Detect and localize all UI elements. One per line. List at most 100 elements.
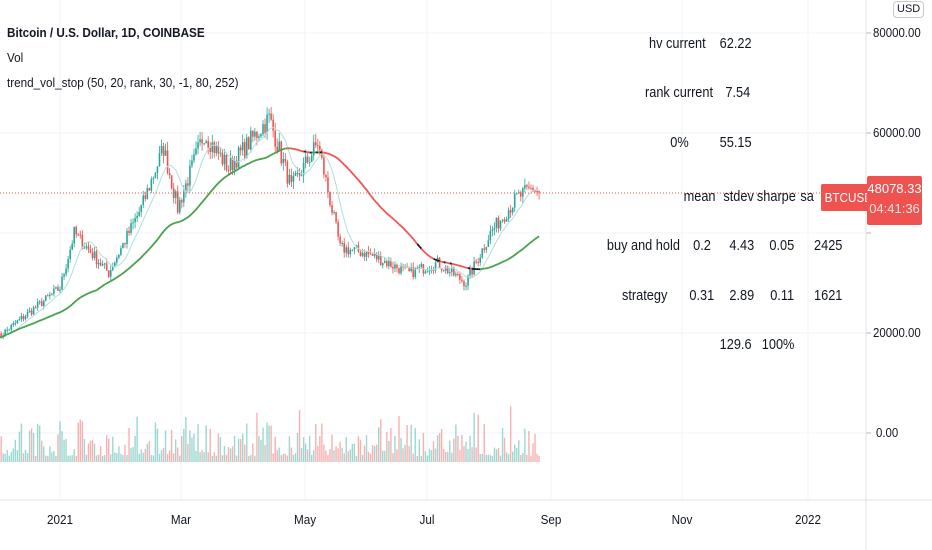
volume-bar [24, 449, 27, 462]
trend-stop-line-segment [437, 259, 440, 262]
trend-stop-line-segment [144, 250, 148, 254]
candle-body [247, 137, 250, 150]
volume-bar [242, 433, 244, 462]
volume-bar [477, 414, 479, 462]
trend-stop-line-segment [31, 322, 34, 325]
candle-body [284, 158, 287, 162]
currency-button[interactable]: USD [893, 1, 925, 18]
indicator-legend[interactable]: trend_vol_stop (50, 20, rank, 30, -1, 80… [7, 75, 239, 90]
candle-body [144, 195, 147, 199]
candle-body [209, 147, 212, 152]
volume-bar [258, 436, 260, 462]
candle-body [254, 131, 256, 137]
volume-bar [175, 439, 177, 462]
trend-stop-line-segment [12, 329, 16, 333]
trend-stop-line-segment [528, 241, 532, 245]
trend-stop-line-segment [199, 201, 203, 206]
volume-bar [349, 449, 351, 462]
trend-stop-line-segment [67, 305, 71, 309]
volume-bar [416, 455, 418, 462]
candle-body [296, 172, 299, 174]
trend-stop-line-segment [514, 252, 518, 256]
candle-body [241, 142, 244, 151]
candle-body [83, 247, 86, 249]
volume-bar [225, 454, 228, 462]
volume-bar [522, 453, 524, 462]
volume-bar [308, 435, 311, 462]
candle-body [310, 155, 313, 162]
candle-body [491, 229, 494, 231]
volume-bar [286, 455, 289, 462]
trend-stop-line-segment [14, 328, 18, 332]
candle-body [469, 269, 471, 276]
trend-stop-line-segment [61, 309, 65, 313]
volume-bar [97, 454, 100, 462]
candle-body [219, 152, 222, 154]
trend-stop-line-segment [114, 276, 118, 280]
trend-stop-line-segment [361, 184, 366, 188]
volume-bar [8, 455, 10, 462]
volume-bar [51, 452, 53, 462]
volume-bar [83, 438, 86, 462]
candle-body [381, 263, 384, 266]
trend-stop-line-segment [506, 258, 510, 261]
volume-bar [4, 453, 6, 462]
trend-stop-line-segment [92, 290, 95, 293]
candle-body [158, 153, 161, 167]
volume-bar [300, 447, 303, 462]
volume-bar [233, 435, 236, 462]
pct0-value: 55.15 [720, 134, 752, 151]
trend-stop-line-segment [341, 161, 345, 166]
candle-body [335, 212, 337, 222]
row-sample: 1621 [813, 287, 842, 304]
candle-body [270, 113, 272, 120]
candle-body [509, 210, 512, 213]
volume-bar [511, 451, 514, 462]
volume-bar [485, 454, 487, 462]
volume-bar [339, 441, 341, 462]
volume-bar [398, 416, 400, 462]
volume-bar [479, 454, 481, 462]
volume-bar [487, 454, 490, 462]
trend-stop-line-segment [65, 306, 69, 310]
candle-body [211, 142, 214, 152]
trend-stop-line-segment [90, 290, 93, 294]
volume-bar [463, 446, 465, 462]
candle-body [160, 146, 163, 154]
trend-stop-line-segment [37, 319, 41, 323]
volume-bar [280, 455, 282, 462]
candle-body [260, 134, 262, 137]
trend-stop-line-segment [380, 206, 384, 211]
trend-stop-line-segment [86, 292, 89, 296]
trend-stop-line-segment [201, 199, 205, 203]
trend-stop-line-segment [152, 241, 157, 245]
trend-stop-line-segment [390, 216, 394, 220]
volume-bar [43, 446, 45, 462]
volume-bar [36, 424, 39, 462]
trend-stop-line-segment [349, 170, 354, 174]
volume-bar [10, 452, 12, 462]
candle-body [377, 255, 380, 260]
candle-body [408, 267, 410, 271]
volume-bar [69, 455, 71, 462]
trend-stop-line-segment [272, 152, 276, 155]
candle-body [42, 300, 45, 306]
candle-body [51, 293, 53, 295]
candle-body [107, 270, 110, 277]
symbol-title[interactable]: Bitcoin / U.S. Dollar, 1D, COINBASE [7, 25, 205, 40]
candle-body [6, 329, 9, 331]
trend-stop-line-segment [500, 261, 503, 264]
volume-bar [451, 452, 453, 462]
volume-bar [187, 443, 189, 462]
trend-stop-line-segment [33, 321, 36, 325]
volume-bar [420, 455, 423, 462]
volume-legend[interactable]: Vol [7, 50, 24, 65]
candle-body [229, 158, 232, 171]
trend-stop-line-segment [27, 323, 30, 327]
candle-body [63, 274, 65, 277]
candle-body [91, 252, 94, 259]
volume-bar [361, 454, 364, 462]
volume-bar [116, 453, 118, 462]
candle-body [341, 242, 343, 244]
